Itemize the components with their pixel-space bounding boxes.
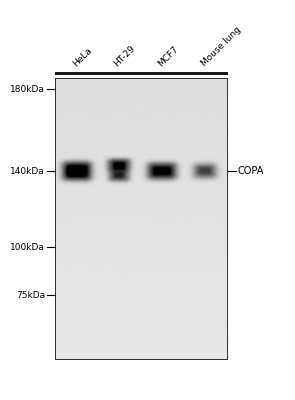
Text: MCF7: MCF7 bbox=[156, 44, 180, 68]
Text: Mouse lung: Mouse lung bbox=[199, 25, 242, 68]
Text: HT-29: HT-29 bbox=[113, 43, 137, 68]
Text: COPA: COPA bbox=[238, 166, 264, 176]
Text: HeLa: HeLa bbox=[71, 46, 94, 68]
Text: 180kDa: 180kDa bbox=[10, 85, 45, 94]
Text: 75kDa: 75kDa bbox=[16, 291, 45, 300]
Text: 140kDa: 140kDa bbox=[10, 166, 45, 176]
Text: 100kDa: 100kDa bbox=[10, 243, 45, 252]
